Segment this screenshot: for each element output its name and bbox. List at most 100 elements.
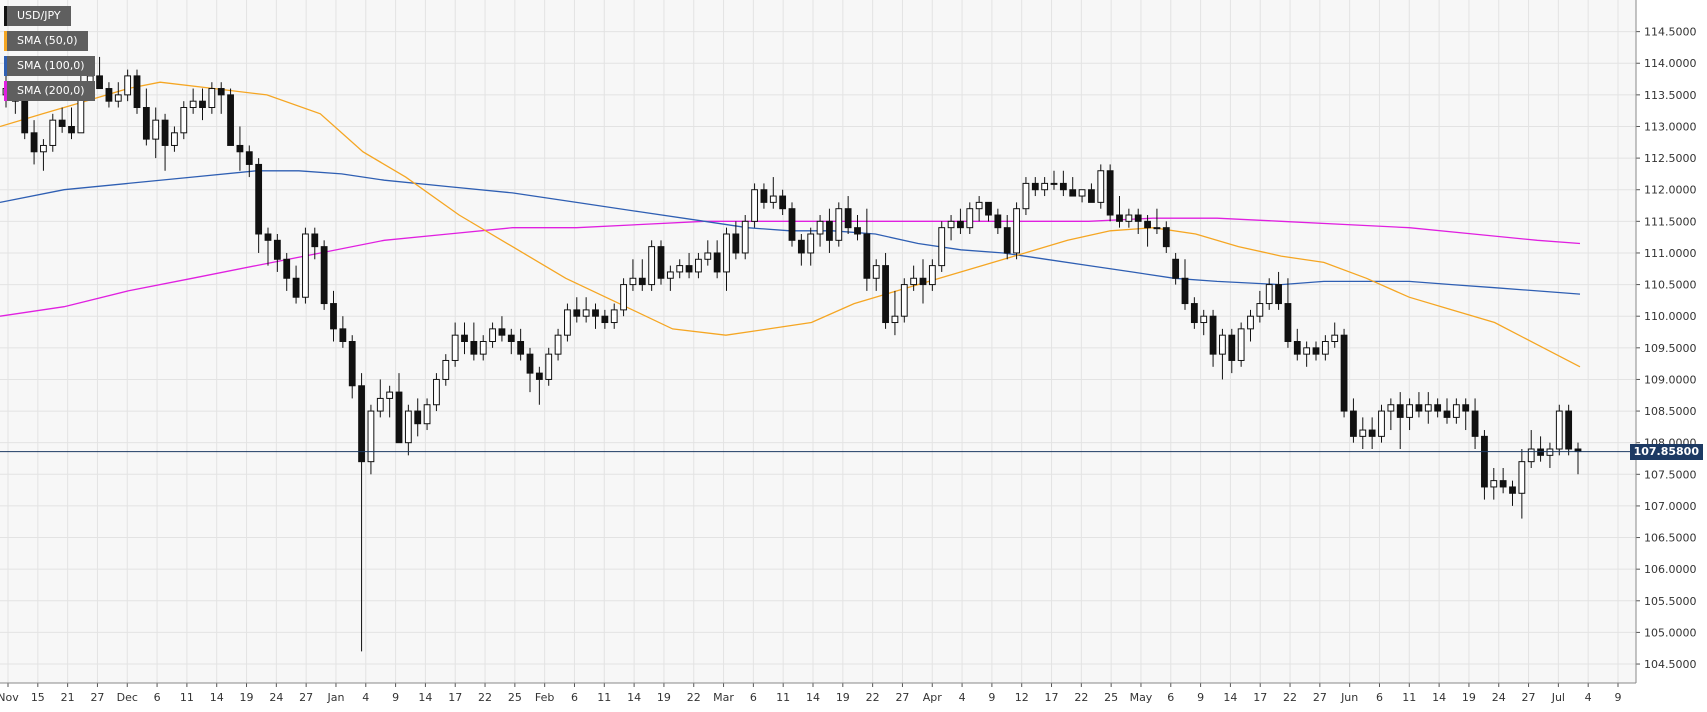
legend-item-sma50[interactable]: SMA (50,0) [4, 31, 95, 51]
x-tick-label: 17 [1253, 691, 1267, 704]
candle-bullish [620, 284, 627, 311]
candle-bullish [1518, 461, 1526, 494]
candle-bearish [339, 328, 347, 342]
x-tick-label: 11 [597, 691, 611, 704]
candle-bullish [610, 309, 618, 324]
candle-bearish [994, 214, 1002, 229]
legend-swatch [4, 56, 7, 76]
legend-item-sma200[interactable]: SMA (200,0) [4, 81, 95, 101]
x-tick-label: 22 [866, 691, 880, 704]
x-tick-label: 19 [836, 691, 850, 704]
candle-bearish [1116, 214, 1123, 222]
candle-bearish [1434, 404, 1442, 412]
candle-bearish [105, 88, 113, 102]
legend-swatch [4, 6, 7, 26]
candle-bearish [1031, 182, 1039, 191]
candle-bullish [451, 334, 459, 361]
legend-item-sma100[interactable]: SMA (100,0) [4, 56, 95, 76]
candle-bearish [1443, 410, 1451, 418]
candle-bearish [1069, 189, 1077, 197]
x-tick-label: 6 [1376, 691, 1383, 704]
candle-bearish [58, 119, 66, 127]
candle-bullish [1022, 182, 1030, 210]
candle-bullish [751, 189, 758, 222]
legend-label: SMA (200,0) [7, 81, 95, 101]
x-tick-label: Dec [117, 691, 138, 704]
y-tick-label: 110.0000 [1644, 310, 1697, 323]
sma100-line [0, 170, 1581, 295]
candle-bearish [1144, 220, 1151, 229]
candle-bearish [826, 220, 833, 241]
x-tick-label: 11 [1402, 691, 1416, 704]
candle-bullish [124, 75, 132, 96]
candle-bullish [433, 378, 440, 406]
candle-bullish [648, 246, 656, 286]
candle-bearish [348, 341, 356, 387]
candle-bullish [545, 353, 553, 380]
legend-label: SMA (100,0) [7, 56, 95, 76]
x-tick-label: 24 [269, 691, 283, 704]
candle-bullish [376, 397, 384, 412]
y-tick-label: 105.0000 [1644, 626, 1697, 639]
y-tick-label: 112.5000 [1644, 152, 1697, 165]
x-tick-label: Nov [0, 691, 19, 704]
candle-bearish [227, 94, 234, 146]
candle-bearish [788, 208, 796, 241]
x-tick-label: 14 [1223, 691, 1237, 704]
x-tick-label: Feb [535, 691, 554, 704]
x-tick-label: 12 [1015, 691, 1029, 704]
candle-bearish [1340, 334, 1348, 412]
candle-bullish [208, 88, 216, 109]
candle-bearish [1003, 227, 1011, 254]
candle-bearish [1471, 410, 1479, 437]
candle-bearish [1499, 480, 1507, 488]
candle-bullish [629, 277, 637, 286]
candle-bearish [526, 353, 534, 374]
y-tick-label: 105.5000 [1644, 595, 1697, 608]
candle-bearish [1134, 214, 1142, 222]
candle-bearish [142, 107, 150, 140]
candle-bullish [1387, 404, 1395, 412]
candle-bearish [1228, 334, 1236, 361]
x-tick-label: 19 [657, 691, 671, 704]
candle-bullish [1237, 328, 1245, 361]
x-tick-label: Jun [1340, 691, 1358, 704]
candle-bullish [1331, 334, 1339, 343]
legend-swatch [4, 31, 7, 51]
candle-bullish [180, 107, 188, 134]
candle-bullish [1546, 448, 1554, 456]
candle-bearish [1396, 404, 1404, 418]
legend-item-usdjpy[interactable]: USD/JPY [4, 6, 95, 26]
candle-bearish [1190, 303, 1198, 324]
candle-bullish [1097, 170, 1105, 203]
x-tick-label: 21 [61, 691, 75, 704]
y-tick-label: 106.5000 [1644, 532, 1697, 545]
candle-bearish [68, 125, 75, 134]
candle-bearish [264, 233, 272, 241]
candle-bullish [1555, 410, 1563, 450]
x-tick-label: 6 [571, 691, 578, 704]
y-tick-label: 113.0000 [1644, 120, 1697, 133]
candle-bullish [367, 410, 375, 463]
candle-bullish [1200, 315, 1208, 324]
x-tick-label: 17 [448, 691, 462, 704]
candle-bearish [498, 328, 506, 336]
candle-bearish [395, 391, 403, 444]
candle-bullish [704, 252, 712, 260]
candle-bearish [1181, 277, 1189, 305]
y-tick-label: 112.0000 [1644, 184, 1697, 197]
candle-bearish [311, 233, 319, 248]
candle-bullish [900, 284, 908, 317]
x-tick-label: 11 [180, 691, 194, 704]
candle-bearish [957, 220, 964, 229]
candle-bullish [947, 220, 955, 229]
candle-bearish [1481, 435, 1488, 488]
plot-background [0, 0, 1636, 683]
candle-bullish [1303, 347, 1311, 355]
candle-bullish [928, 265, 936, 286]
candle-bearish [470, 341, 478, 355]
candle-bearish [919, 277, 927, 286]
candle-bearish [283, 258, 291, 279]
